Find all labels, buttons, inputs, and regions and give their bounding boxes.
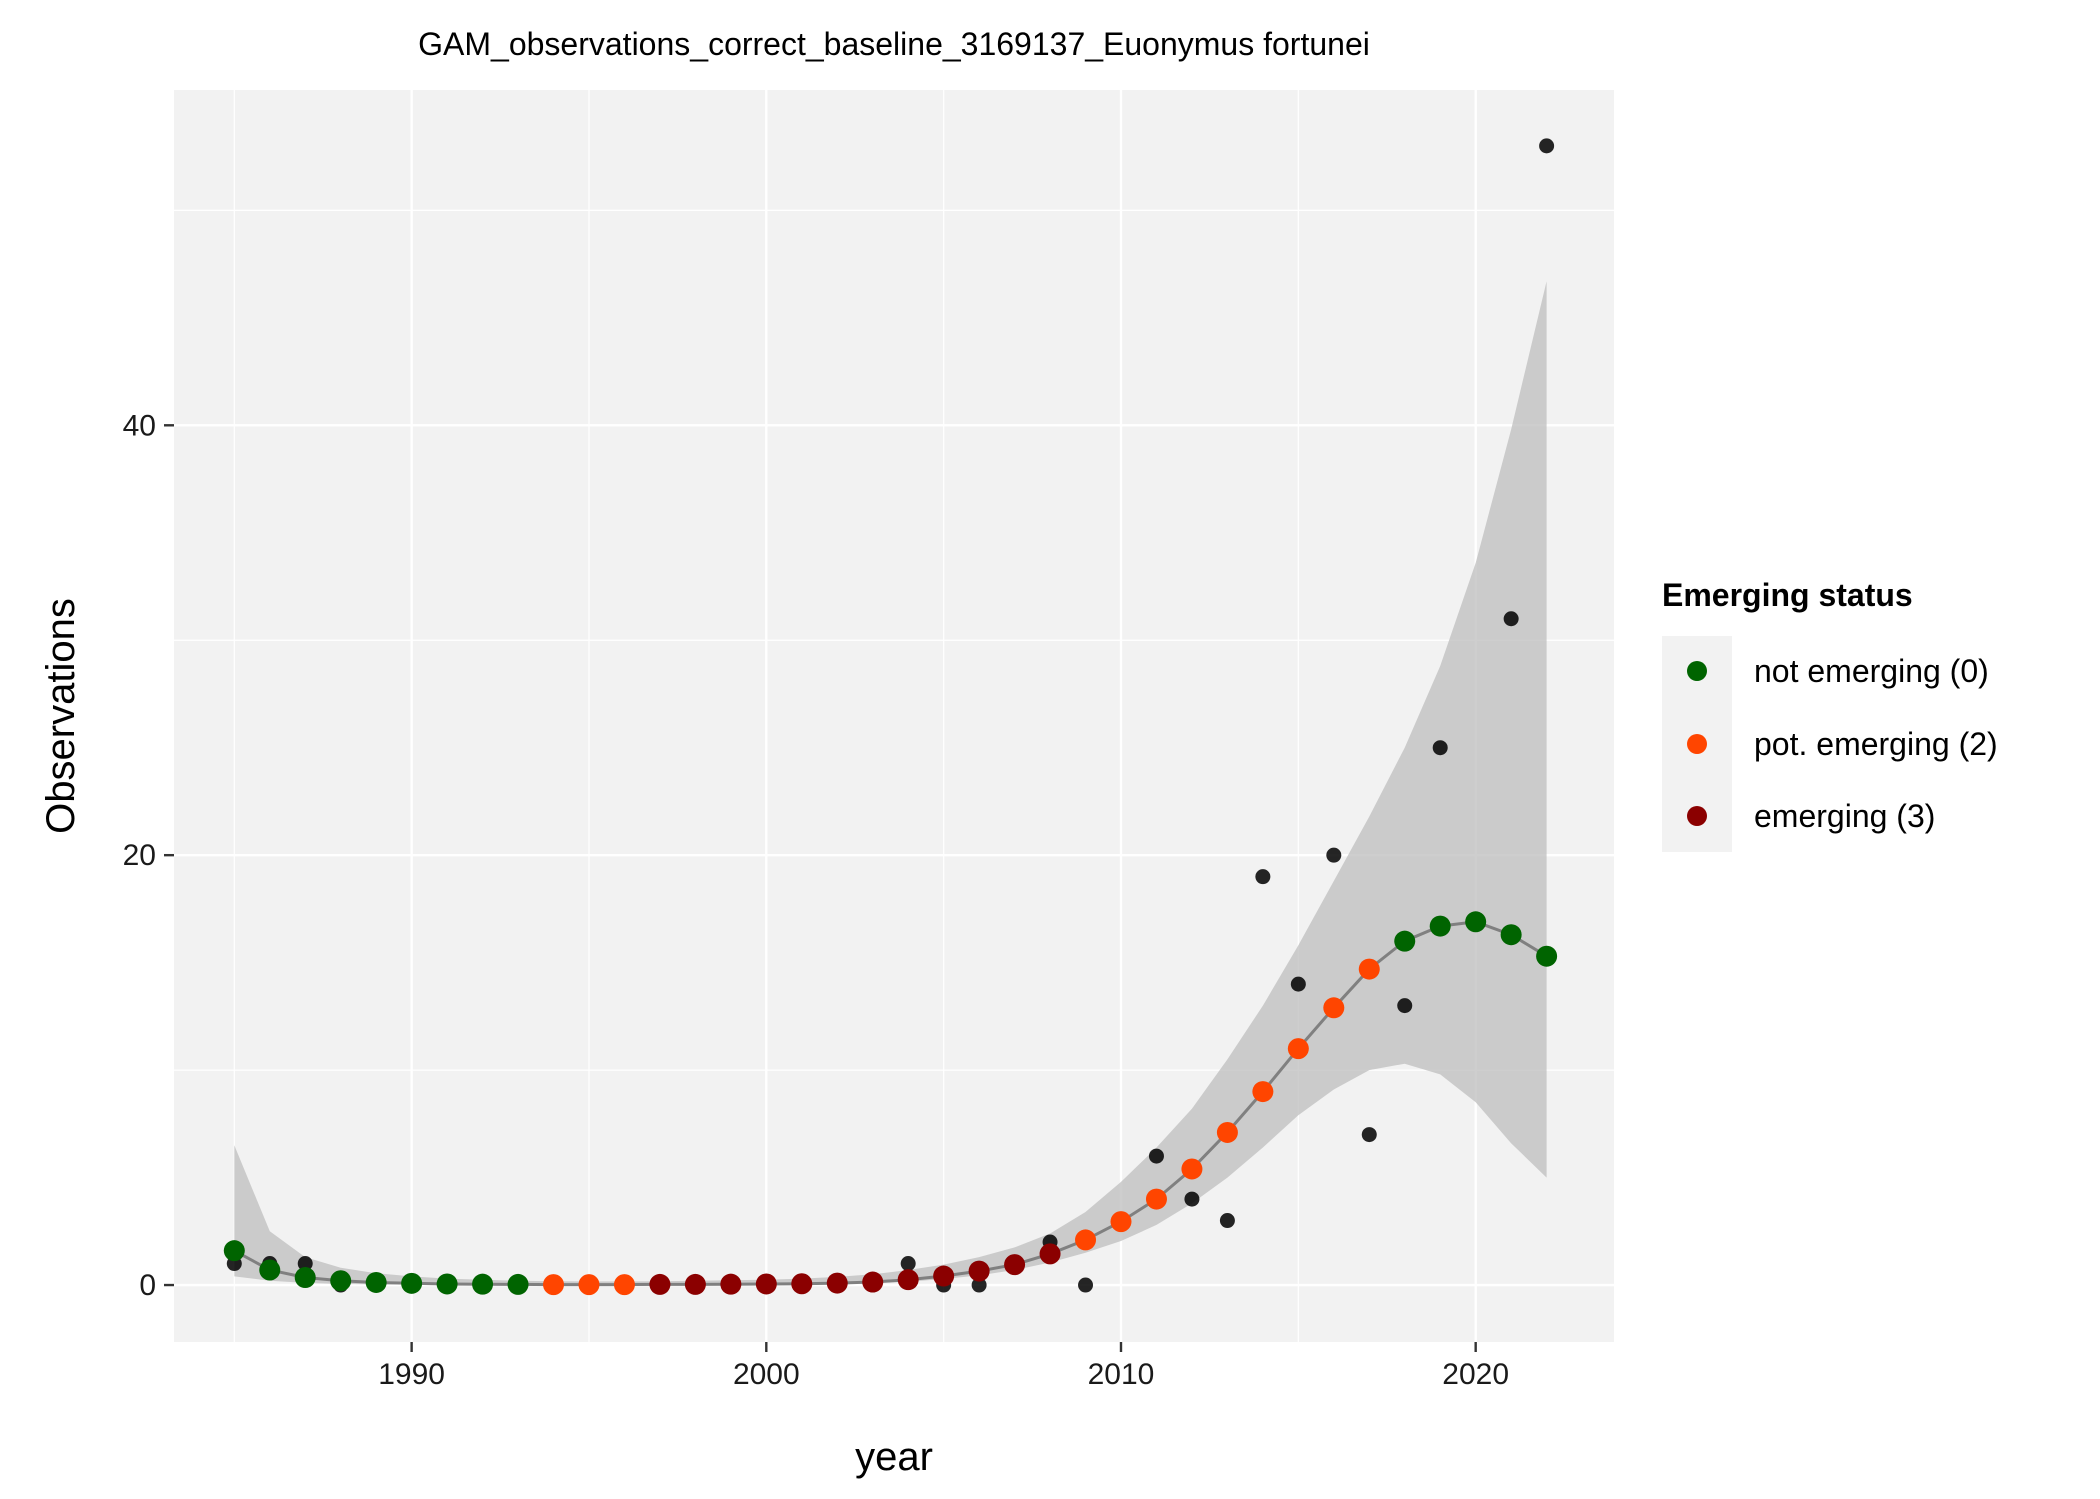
observed-point [971, 1277, 987, 1293]
observed-point [1503, 611, 1519, 627]
observed-point [1148, 1148, 1164, 1164]
observed-point [1255, 869, 1271, 885]
fit-point [1181, 1158, 1203, 1180]
legend: Emerging status not emerging (0) pot. em… [1662, 577, 1998, 852]
fit-point [684, 1273, 706, 1295]
legend-label-emerging: emerging (3) [1754, 798, 1935, 834]
fit-point [436, 1273, 458, 1295]
y-tick-label: 0 [139, 1269, 156, 1302]
fit-point [1358, 958, 1380, 980]
fit-point [1039, 1243, 1061, 1265]
fit-point [613, 1274, 635, 1296]
legend-label-not-emerging: not emerging (0) [1754, 653, 1989, 689]
legend-title: Emerging status [1662, 577, 1913, 613]
x-tick-label: 2000 [733, 1358, 800, 1391]
observed-point [1184, 1191, 1200, 1207]
fit-point [1287, 1038, 1309, 1060]
fit-point [1075, 1229, 1097, 1251]
y-tick-label: 20 [123, 839, 156, 872]
x-tick-label: 2020 [1442, 1358, 1509, 1391]
fit-point [1145, 1188, 1167, 1210]
observed-point [1361, 1127, 1377, 1143]
fit-point [507, 1273, 529, 1295]
fit-point [1429, 915, 1451, 937]
fit-point [543, 1274, 565, 1296]
fit-point [578, 1274, 600, 1296]
fit-point [826, 1272, 848, 1294]
x-axis-label: year [855, 1435, 933, 1479]
fit-point [1500, 924, 1522, 946]
fit-point [755, 1273, 777, 1295]
fit-point [862, 1271, 884, 1293]
fit-point [1536, 945, 1558, 967]
x-tick-label: 2010 [1088, 1358, 1155, 1391]
y-axis-label: Observations [39, 598, 83, 834]
x-tick-label: 1990 [378, 1358, 445, 1391]
fit-points-layer [223, 911, 1558, 1296]
fit-point [968, 1260, 990, 1282]
observed-point [1326, 847, 1342, 863]
fit-point [1465, 911, 1487, 933]
fit-point [933, 1265, 955, 1287]
observed-point [1078, 1277, 1094, 1293]
observed-point [1219, 1213, 1235, 1229]
fit-point [1004, 1254, 1026, 1276]
fit-point [365, 1271, 387, 1293]
fit-point [294, 1267, 316, 1289]
legend-key-pot-emerging [1687, 734, 1707, 754]
fit-point [223, 1240, 245, 1262]
fit-point [720, 1273, 742, 1295]
fit-point [1323, 997, 1345, 1019]
observed-point [1432, 740, 1448, 756]
observed-point [1397, 998, 1413, 1014]
legend-label-pot-emerging: pot. emerging (2) [1754, 726, 1998, 762]
fit-point [649, 1273, 671, 1295]
legend-key-emerging [1687, 806, 1707, 826]
fit-point [791, 1273, 813, 1295]
legend-key-not-emerging [1687, 661, 1707, 681]
fit-point [401, 1272, 423, 1294]
fit-point [330, 1270, 352, 1292]
fit-point [259, 1259, 281, 1281]
y-tick-label: 40 [123, 409, 156, 442]
fit-point [897, 1269, 919, 1291]
chart-title: GAM_observations_correct_baseline_316913… [418, 26, 1370, 62]
fit-point [1394, 930, 1416, 952]
observed-point [297, 1256, 313, 1272]
fit-point [472, 1273, 494, 1295]
fit-point [1216, 1121, 1238, 1143]
fit-point [1252, 1081, 1274, 1103]
observed-point [900, 1256, 916, 1272]
axes: 1990 2000 2010 2020 0 20 40 [123, 409, 1509, 1391]
panel-background [174, 90, 1614, 1342]
observed-point [1539, 138, 1555, 154]
observed-point [1290, 976, 1306, 992]
fit-point [1110, 1211, 1132, 1233]
